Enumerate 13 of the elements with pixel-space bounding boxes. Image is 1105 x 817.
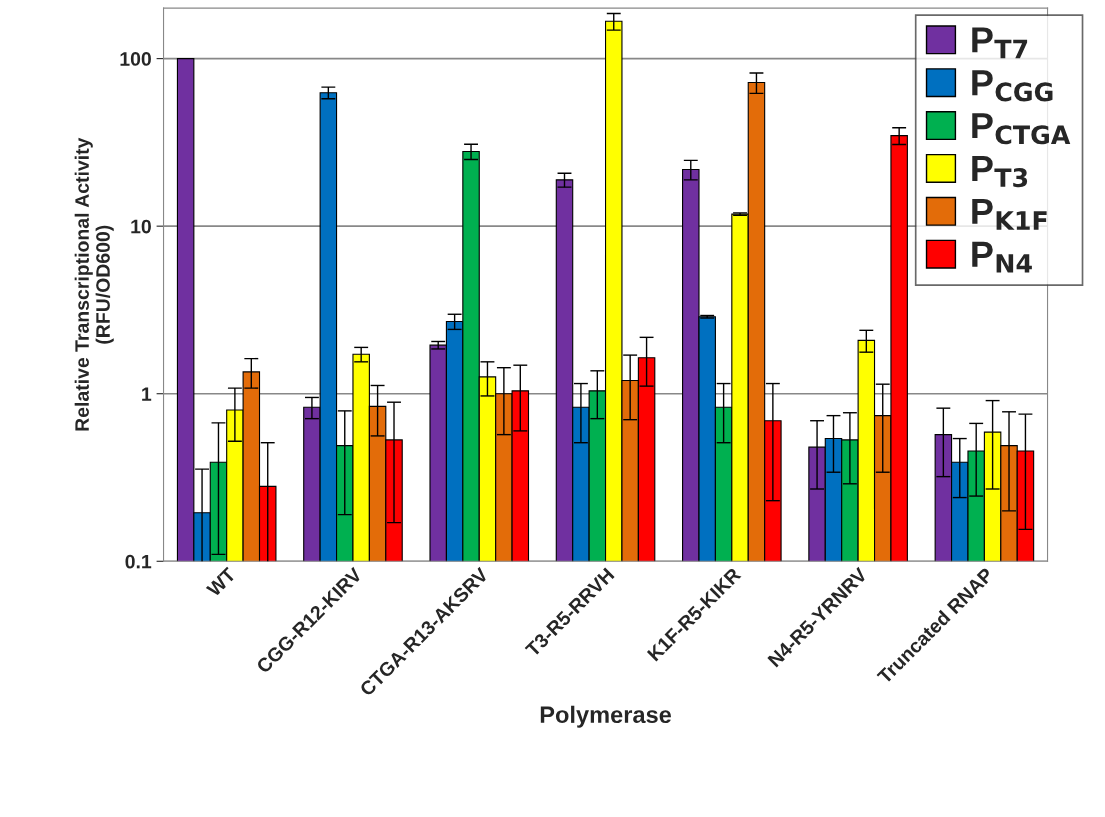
x-tick-label: WT [205, 566, 237, 598]
legend-label: P$_{CGG}$ [972, 70, 1053, 102]
y-tick-label: 100 [120, 52, 151, 66]
legend-label: P$_{T3}$ [972, 156, 1028, 188]
legend-label: P$_{T7}$ [972, 27, 1028, 59]
y-tick-label: 1 [142, 387, 152, 401]
y-tick-label: 10 [131, 219, 151, 234]
legend-label: P$_{N4}$ [972, 241, 1032, 273]
x-axis-title: Polymerase [540, 705, 672, 728]
legend-label: P$_{CTGA}$ [972, 113, 1071, 145]
legend-label: P$_{K1F}$ [972, 198, 1047, 230]
y-axis-title: Relative Transcriptional Activity (RFU/OD600) [74, 137, 114, 431]
y-tick-label: 0.1 [125, 554, 152, 569]
